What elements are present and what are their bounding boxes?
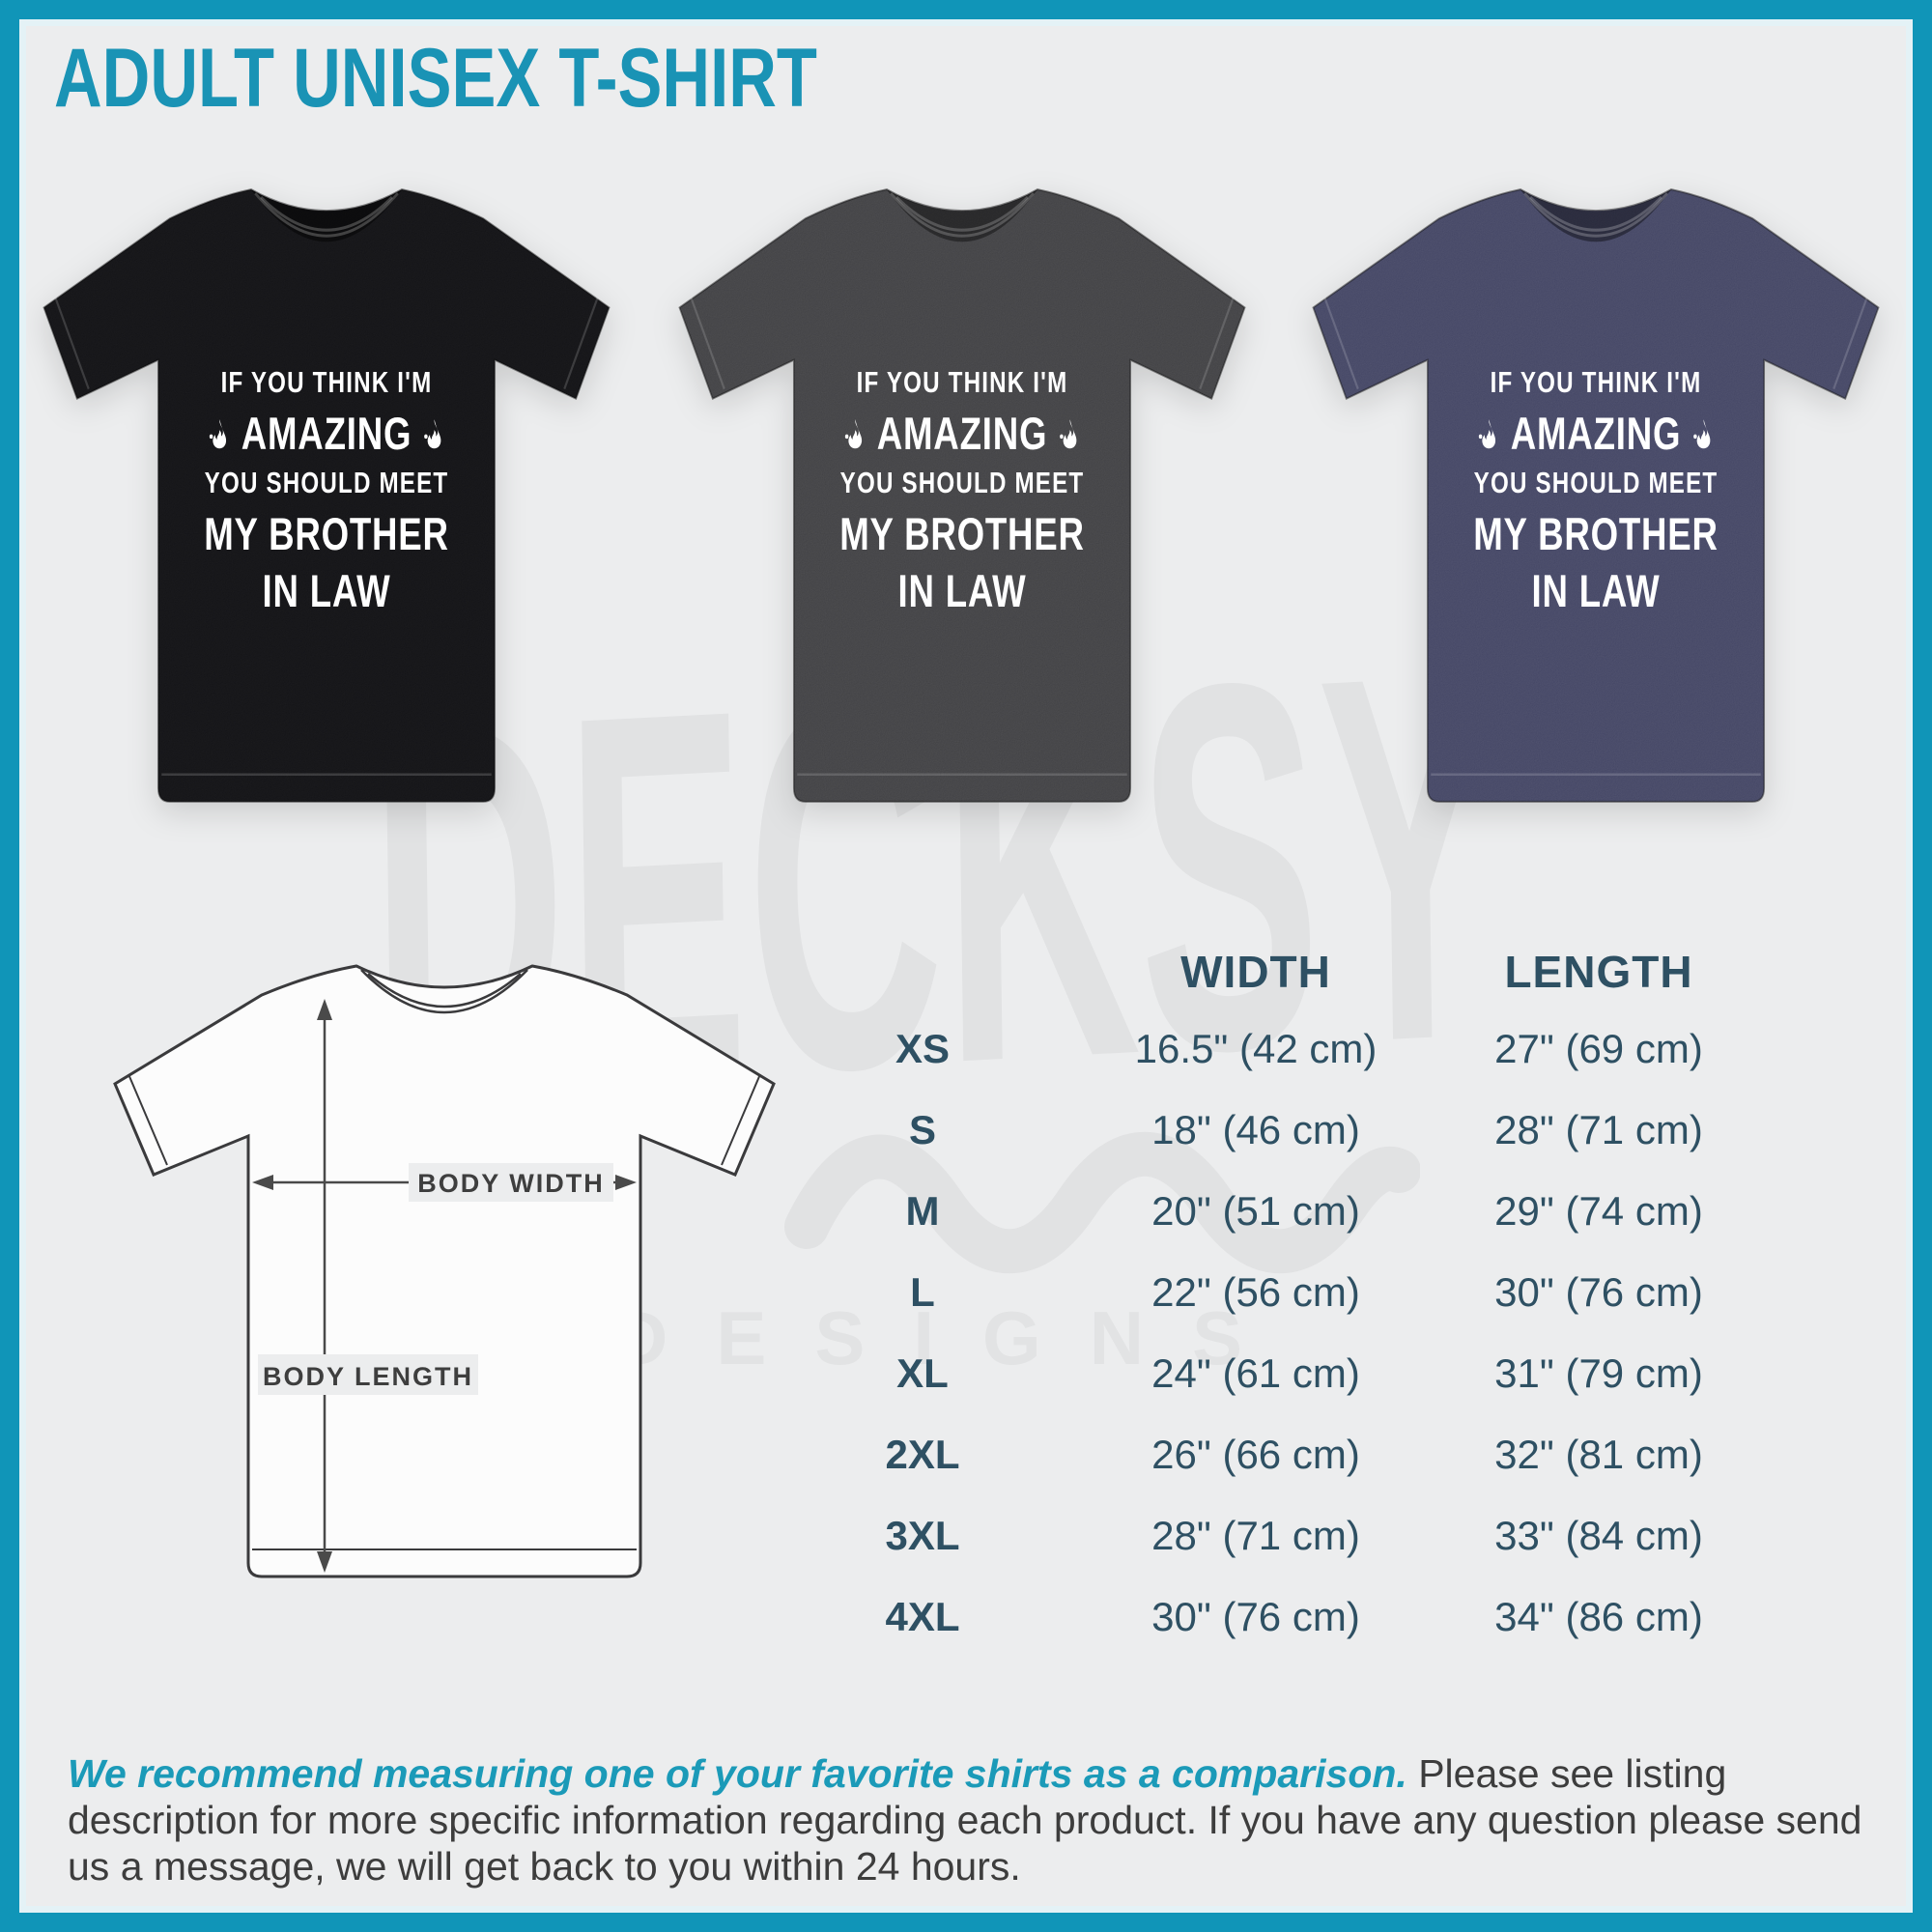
design-line-1: IF YOU THINK I'M [856,365,1068,399]
width-value: 18" (46 cm) [1151,1107,1360,1152]
length-value: 32" (81 cm) [1494,1432,1703,1477]
length-value: 34" (86 cm) [1494,1594,1703,1639]
body-length-label: BODY LENGTH [263,1362,473,1391]
design-line-4: MY BROTHER [839,508,1085,559]
size-label: 2XL [885,1432,960,1477]
flame-icon [424,418,441,448]
corner-cell [792,927,1053,1016]
design-line-3: YOU SHOULD MEET [1473,466,1719,499]
flame-icon [1478,418,1495,448]
design-word-amazing: AMAZING [1510,408,1682,459]
design-line-5: IN LAW [262,565,391,616]
size-label: S [908,1107,936,1152]
design-line-2: AMAZING [804,411,1121,456]
design-line-2: AMAZING [168,411,485,456]
design-line-2: AMAZING [1437,411,1754,456]
note-highlight: We recommend measuring one of your favor… [68,1751,1407,1796]
size-label: L [910,1269,935,1315]
note-body: Please see listing description for more … [68,1751,1862,1889]
watermark-subtitle: DESIGNS [613,1295,1292,1380]
length-value: 30" (76 cm) [1494,1269,1703,1315]
page-title: ADULT UNISEX T-SHIRT [54,32,817,125]
design-word-amazing: AMAZING [876,408,1048,459]
length-value: 31" (79 cm) [1494,1350,1703,1396]
shirt-design-text: IF YOU THINK I'M AMAZING YOU SHOULD MEET… [1437,367,1754,625]
length-value: 33" (84 cm) [1494,1513,1703,1558]
width-value: 28" (71 cm) [1151,1513,1360,1558]
tshirt-black: IF YOU THINK I'M AMAZING YOU SHOULD MEET… [41,162,612,840]
tshirt-black-graphic [43,188,611,803]
width-value: 30" (76 cm) [1151,1594,1360,1639]
flame-icon [1693,418,1711,448]
tshirt-heather-navy: IF YOU THINK I'M AMAZING YOU SHOULD MEET… [1310,162,1882,840]
design-line-4: MY BROTHER [204,508,449,559]
size-label: 3XL [885,1513,960,1558]
design-line-4: MY BROTHER [1473,508,1719,559]
flame-icon [1060,418,1077,448]
design-word-amazing: AMAZING [241,408,412,459]
flame-icon [209,418,226,448]
width-value: 20" (51 cm) [1151,1188,1360,1234]
tshirt-navy-graphic [1312,188,1880,803]
length-value: 28" (71 cm) [1494,1107,1703,1152]
shirt-design-text: IF YOU THINK I'M AMAZING YOU SHOULD MEET… [168,367,485,625]
design-line-3: YOU SHOULD MEET [839,466,1085,499]
tshirt-dark-gray-heather: IF YOU THINK I'M AMAZING YOU SHOULD MEET… [676,162,1248,840]
size-label: XL [896,1350,949,1396]
shirt-design-text: IF YOU THINK I'M AMAZING YOU SHOULD MEET… [804,367,1121,625]
width-value: 16.5" (42 cm) [1134,1026,1378,1071]
width-value: 24" (61 cm) [1151,1350,1360,1396]
watermark-squiggle-icon [784,1131,1420,1274]
flame-icon [844,418,862,448]
design-line-1: IF YOU THINK I'M [220,365,433,399]
size-label: XS [895,1026,951,1071]
size-label: M [905,1188,940,1234]
design-line-3: YOU SHOULD MEET [204,466,449,499]
width-value: 22" (56 cm) [1151,1269,1360,1315]
column-header-length: LENGTH [1504,947,1693,997]
length-value: 29" (74 cm) [1494,1188,1703,1234]
design-line-5: IN LAW [897,565,1027,616]
design-line-5: IN LAW [1531,565,1661,616]
body-width-label: BODY WIDTH [417,1169,605,1198]
size-label: 4XL [885,1594,960,1639]
measurement-diagram: BODY WIDTH BODY LENGTH [113,964,776,1578]
size-chart-table: WIDTH LENGTH XS 16.5" (42 cm) 27" (69 cm… [792,927,1739,1658]
length-value: 27" (69 cm) [1494,1026,1703,1071]
column-header-width: WIDTH [1180,947,1331,997]
note-text: We recommend measuring one of your favor… [68,1750,1866,1889]
design-line-1: IF YOU THINK I'M [1490,365,1702,399]
tshirt-gray-graphic [678,188,1246,803]
width-value: 26" (66 cm) [1151,1432,1360,1477]
